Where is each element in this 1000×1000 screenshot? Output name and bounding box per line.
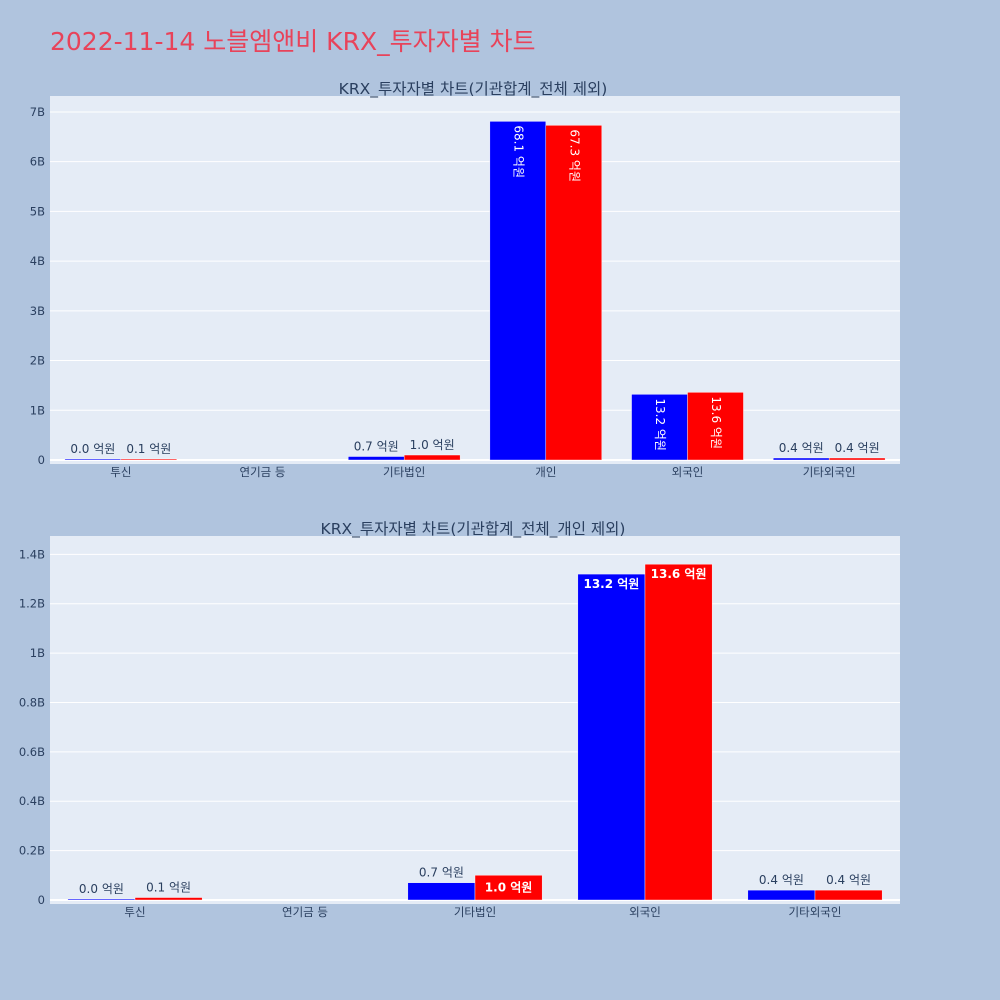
y-tick-label: 5B <box>30 204 45 218</box>
bar <box>134 897 203 901</box>
data-label: 13.2 억원 <box>653 398 667 451</box>
bar <box>474 875 543 901</box>
x-tick-label: 외국인 <box>629 905 661 919</box>
plot-area <box>50 536 900 904</box>
data-label: 1.0 억원 <box>410 438 455 452</box>
data-label: 0.4 억원 <box>779 441 824 455</box>
x-tick-label: 기타외국인 <box>803 465 856 479</box>
data-label: 0.4 억원 <box>835 441 880 455</box>
y-tick-label: 0.6B <box>19 745 45 759</box>
data-label: 13.2 억원 <box>583 577 639 591</box>
x-tick-label: 기타법인 <box>454 905 496 919</box>
plot-area <box>50 96 900 464</box>
data-label: 68.1 억원 <box>511 125 525 178</box>
x-tick-label: 기타외국인 <box>789 905 842 919</box>
page-title: 2022-11-14 노블엠앤비 KRX_투자자별 차트 <box>50 27 536 56</box>
bar <box>687 392 744 461</box>
x-tick-label: 투신 <box>110 465 131 479</box>
y-tick-label: 0.4B <box>19 794 45 808</box>
data-label: 67.3 억원 <box>567 129 581 182</box>
bar <box>773 457 830 461</box>
y-tick-label: 1B <box>30 646 45 660</box>
bar <box>64 458 122 461</box>
bar <box>644 564 713 901</box>
bar <box>747 889 816 901</box>
data-label: 0.1 억원 <box>126 442 171 456</box>
bar <box>545 125 602 461</box>
data-label: 0.1 억원 <box>146 881 191 895</box>
x-tick-label: 외국인 <box>672 465 704 479</box>
bar <box>814 889 883 901</box>
bar <box>403 454 461 461</box>
y-tick-label: 7B <box>30 105 45 119</box>
data-label: 0.4 억원 <box>759 873 804 887</box>
x-tick-label: 기타법인 <box>383 465 425 479</box>
chart-1: 0 1B 2B 3B 4B 5B 6B 7B KRX_투자자별 차트(기관합계_전체 제외) 투신… <box>30 80 900 479</box>
y-tick-label: 0 <box>38 893 45 907</box>
y-tick-label: 3B <box>30 304 45 318</box>
data-label: 0.7 억원 <box>354 440 399 454</box>
y-tick-label: 1.2B <box>19 597 45 611</box>
chart-title: KRX_투자자별 차트(기관합계_전체 제외) <box>339 80 608 99</box>
data-label: 0.4 억원 <box>826 873 871 887</box>
x-tick-label: 연기금 등 <box>240 465 286 479</box>
y-tick-label: 1B <box>30 403 45 417</box>
y-tick-label: 1.4B <box>19 547 45 561</box>
bar <box>348 456 405 461</box>
bar <box>489 121 547 461</box>
x-tick-label: 투신 <box>124 905 145 919</box>
chart-title: KRX_투자자별 차트(기관합계_전체_개인 제외) <box>321 520 626 539</box>
data-label: 13.6 억원 <box>651 567 707 581</box>
chart-2: 0 0.2B 0.4B 0.6B 0.8B 1B 1.2B 1.4B KRX_투자자별 차트(기… <box>19 520 900 919</box>
data-label: 13.6 억원 <box>709 396 723 449</box>
bar <box>120 458 177 461</box>
data-label: 0.0 억원 <box>70 442 115 456</box>
x-tick-label: 연기금 등 <box>282 905 328 919</box>
y-tick-label: 4B <box>30 254 45 268</box>
bar <box>828 457 886 461</box>
x-tick-label: 개인 <box>535 465 556 479</box>
bar <box>631 394 688 461</box>
bar <box>577 573 646 901</box>
y-tick-label: 2B <box>30 354 45 368</box>
data-label: 1.0 억원 <box>485 881 533 895</box>
bar <box>67 898 136 901</box>
y-tick-label: 0.2B <box>19 844 45 858</box>
y-tick-label: 6B <box>30 155 45 169</box>
data-label: 0.7 억원 <box>419 866 464 880</box>
y-tick-label: 0 <box>38 453 45 467</box>
data-label: 0.0 억원 <box>79 882 124 896</box>
y-tick-label: 0.8B <box>19 695 45 709</box>
bar <box>407 882 476 901</box>
